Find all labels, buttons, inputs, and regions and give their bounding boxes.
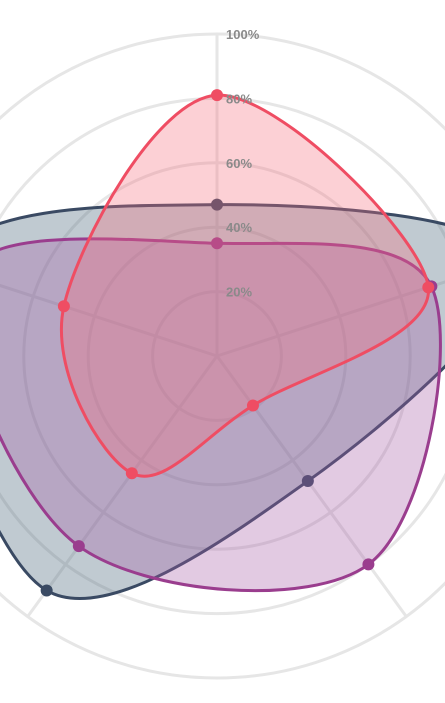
data-point[interactable] — [211, 237, 223, 250]
tick-label: 80% — [226, 91, 252, 106]
tick-label: 20% — [226, 285, 252, 300]
data-point[interactable] — [125, 467, 138, 480]
data-point[interactable] — [362, 558, 375, 571]
data-point[interactable] — [57, 300, 70, 313]
data-point[interactable] — [72, 540, 85, 553]
tick-label: 60% — [226, 156, 252, 171]
tick-labels: 20% 40% 60% 80% 100% — [226, 27, 260, 300]
series-area — [59, 93, 430, 478]
data-point[interactable] — [246, 399, 259, 412]
data-point[interactable] — [40, 584, 53, 597]
data-point[interactable] — [211, 89, 223, 102]
series-layer — [0, 89, 445, 601]
tick-label: 100% — [226, 27, 260, 42]
data-point[interactable] — [422, 281, 435, 294]
series-area — [0, 203, 445, 601]
grid-spoke — [215, 355, 408, 618]
data-point[interactable] — [211, 198, 223, 211]
tick-label: 40% — [226, 220, 252, 235]
grid-spoke — [26, 355, 219, 618]
series-2 — [57, 89, 435, 480]
grid-spoke — [216, 280, 445, 358]
series-0 — [0, 198, 445, 601]
data-point[interactable] — [301, 475, 314, 488]
